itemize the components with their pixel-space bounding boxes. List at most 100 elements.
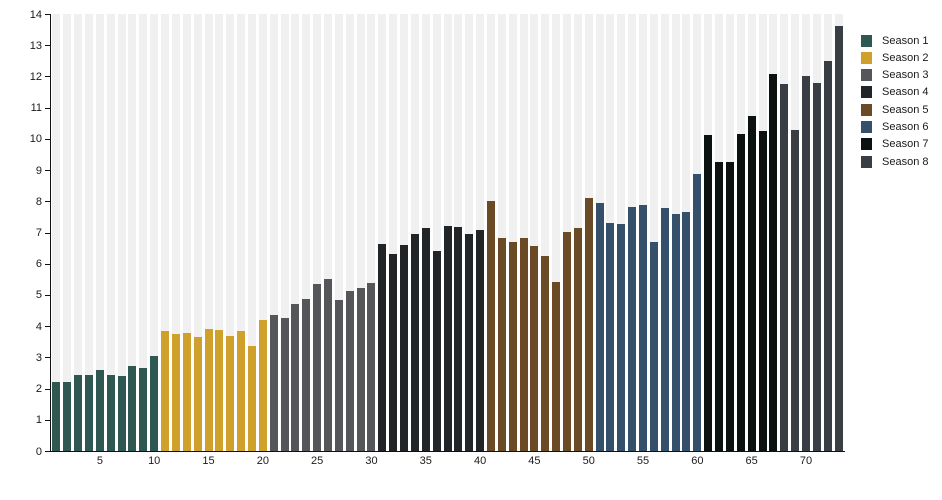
- x-tick-label-25: 25: [311, 455, 324, 467]
- background-stripe: [269, 14, 278, 451]
- background-stripe: [52, 14, 61, 451]
- bar-episode-13: [182, 333, 191, 451]
- bar-episode-43: [508, 241, 517, 451]
- legend-swatch: [861, 51, 872, 64]
- background-stripe: [139, 14, 148, 451]
- bar-episode-8: [128, 366, 137, 451]
- bar-episode-60: [693, 173, 702, 451]
- bar-episode-59: [682, 211, 691, 451]
- bar-episode-62: [715, 161, 724, 451]
- bar-episode-68: [780, 83, 789, 451]
- legend-swatch: [861, 138, 872, 151]
- background-stripe: [182, 14, 191, 451]
- bar-episode-48: [562, 232, 571, 451]
- legend-item-season-4: Season 4: [861, 84, 928, 101]
- bar-episode-39: [465, 234, 474, 451]
- background-stripe: [530, 14, 539, 451]
- background-stripe: [95, 14, 104, 451]
- bar-episode-47: [552, 282, 561, 451]
- bar-episode-66: [758, 131, 767, 451]
- bar-episode-26: [324, 279, 332, 451]
- legend-item-season-8: Season 8: [861, 153, 928, 170]
- background-stripe: [106, 14, 115, 451]
- background-stripe: [356, 14, 365, 451]
- background-stripe: [334, 14, 343, 451]
- bar-episode-3: [74, 374, 83, 451]
- y-tick-label-10: 10: [29, 133, 42, 146]
- x-tick-label-45: 45: [528, 455, 541, 467]
- bar-episode-31: [378, 243, 387, 451]
- legend-label: Season 6: [882, 120, 929, 133]
- background-stripe: [367, 14, 376, 451]
- legend-label: Season 1: [882, 34, 929, 47]
- bar-episode-16: [215, 329, 224, 451]
- bar-episode-27: [334, 299, 343, 451]
- bar-episode-20: [258, 319, 267, 451]
- bar-episode-40: [476, 229, 485, 451]
- bar-episode-17: [226, 335, 235, 451]
- background-stripe: [649, 14, 658, 451]
- legend-swatch: [861, 34, 872, 47]
- y-tick-label-7: 7: [35, 227, 42, 239]
- bar-episode-28: [345, 290, 354, 451]
- bar-episode-46: [541, 256, 550, 451]
- legend-item-season-2: Season 2: [861, 49, 928, 66]
- background-stripe: [378, 14, 387, 451]
- background-stripe: [258, 14, 267, 451]
- background-stripe: [497, 14, 506, 451]
- background-stripe: [63, 14, 72, 451]
- y-tick-mark: [45, 45, 50, 47]
- background-stripe: [552, 14, 561, 451]
- bar-episode-18: [237, 330, 246, 451]
- background-stripe: [541, 14, 550, 451]
- x-axis-line: [50, 451, 845, 452]
- bar-episode-51: [595, 203, 604, 451]
- legend-item-season-1: Season 1: [861, 32, 928, 49]
- x-tick-label-60: 60: [691, 455, 704, 467]
- legend-swatch: [861, 69, 872, 82]
- bar-episode-32: [389, 254, 398, 451]
- y-tick-label-1: 1: [35, 414, 42, 427]
- y-tick-mark: [45, 201, 50, 203]
- bar-episode-14: [193, 337, 202, 451]
- legend-label: Season 3: [882, 69, 929, 82]
- background-stripe: [302, 14, 311, 451]
- bar-episode-24: [302, 299, 311, 451]
- bar-episode-22: [280, 317, 289, 451]
- background-stripe: [150, 14, 159, 451]
- bar-episode-56: [649, 241, 658, 451]
- bar-episode-53: [617, 223, 626, 451]
- background-stripe: [161, 14, 170, 451]
- bar-episode-10: [150, 356, 159, 451]
- background-stripe: [345, 14, 354, 451]
- bar-episode-71: [812, 82, 821, 451]
- legend-item-season-6: Season 6: [861, 118, 928, 135]
- bar-episode-52: [606, 223, 615, 451]
- bar-episode-29: [356, 288, 365, 451]
- bar-episode-35: [421, 227, 430, 451]
- bar-episode-4: [85, 374, 94, 451]
- bar-episode-55: [639, 204, 648, 451]
- y-tick-label-12: 12: [29, 70, 42, 83]
- y-tick-mark: [45, 388, 50, 390]
- background-stripe: [85, 14, 94, 451]
- background-stripe: [74, 14, 83, 451]
- bar-episode-63: [725, 162, 734, 451]
- background-stripe: [313, 14, 322, 451]
- background-stripe: [324, 14, 332, 451]
- bar-episode-9: [139, 367, 148, 451]
- bar-episode-61: [704, 135, 713, 451]
- y-tick-mark: [45, 76, 50, 78]
- background-stripe: [117, 14, 126, 451]
- bar-episode-44: [519, 238, 528, 451]
- legend-label: Season 8: [882, 155, 929, 168]
- legend-item-season-7: Season 7: [861, 136, 928, 153]
- background-stripe: [237, 14, 246, 451]
- legend-label: Season 7: [882, 138, 929, 151]
- bar-episode-57: [660, 207, 669, 451]
- bar-episode-50: [584, 197, 593, 451]
- y-tick-mark: [45, 294, 50, 296]
- bar-episode-42: [497, 238, 506, 451]
- bar-episode-23: [291, 303, 300, 451]
